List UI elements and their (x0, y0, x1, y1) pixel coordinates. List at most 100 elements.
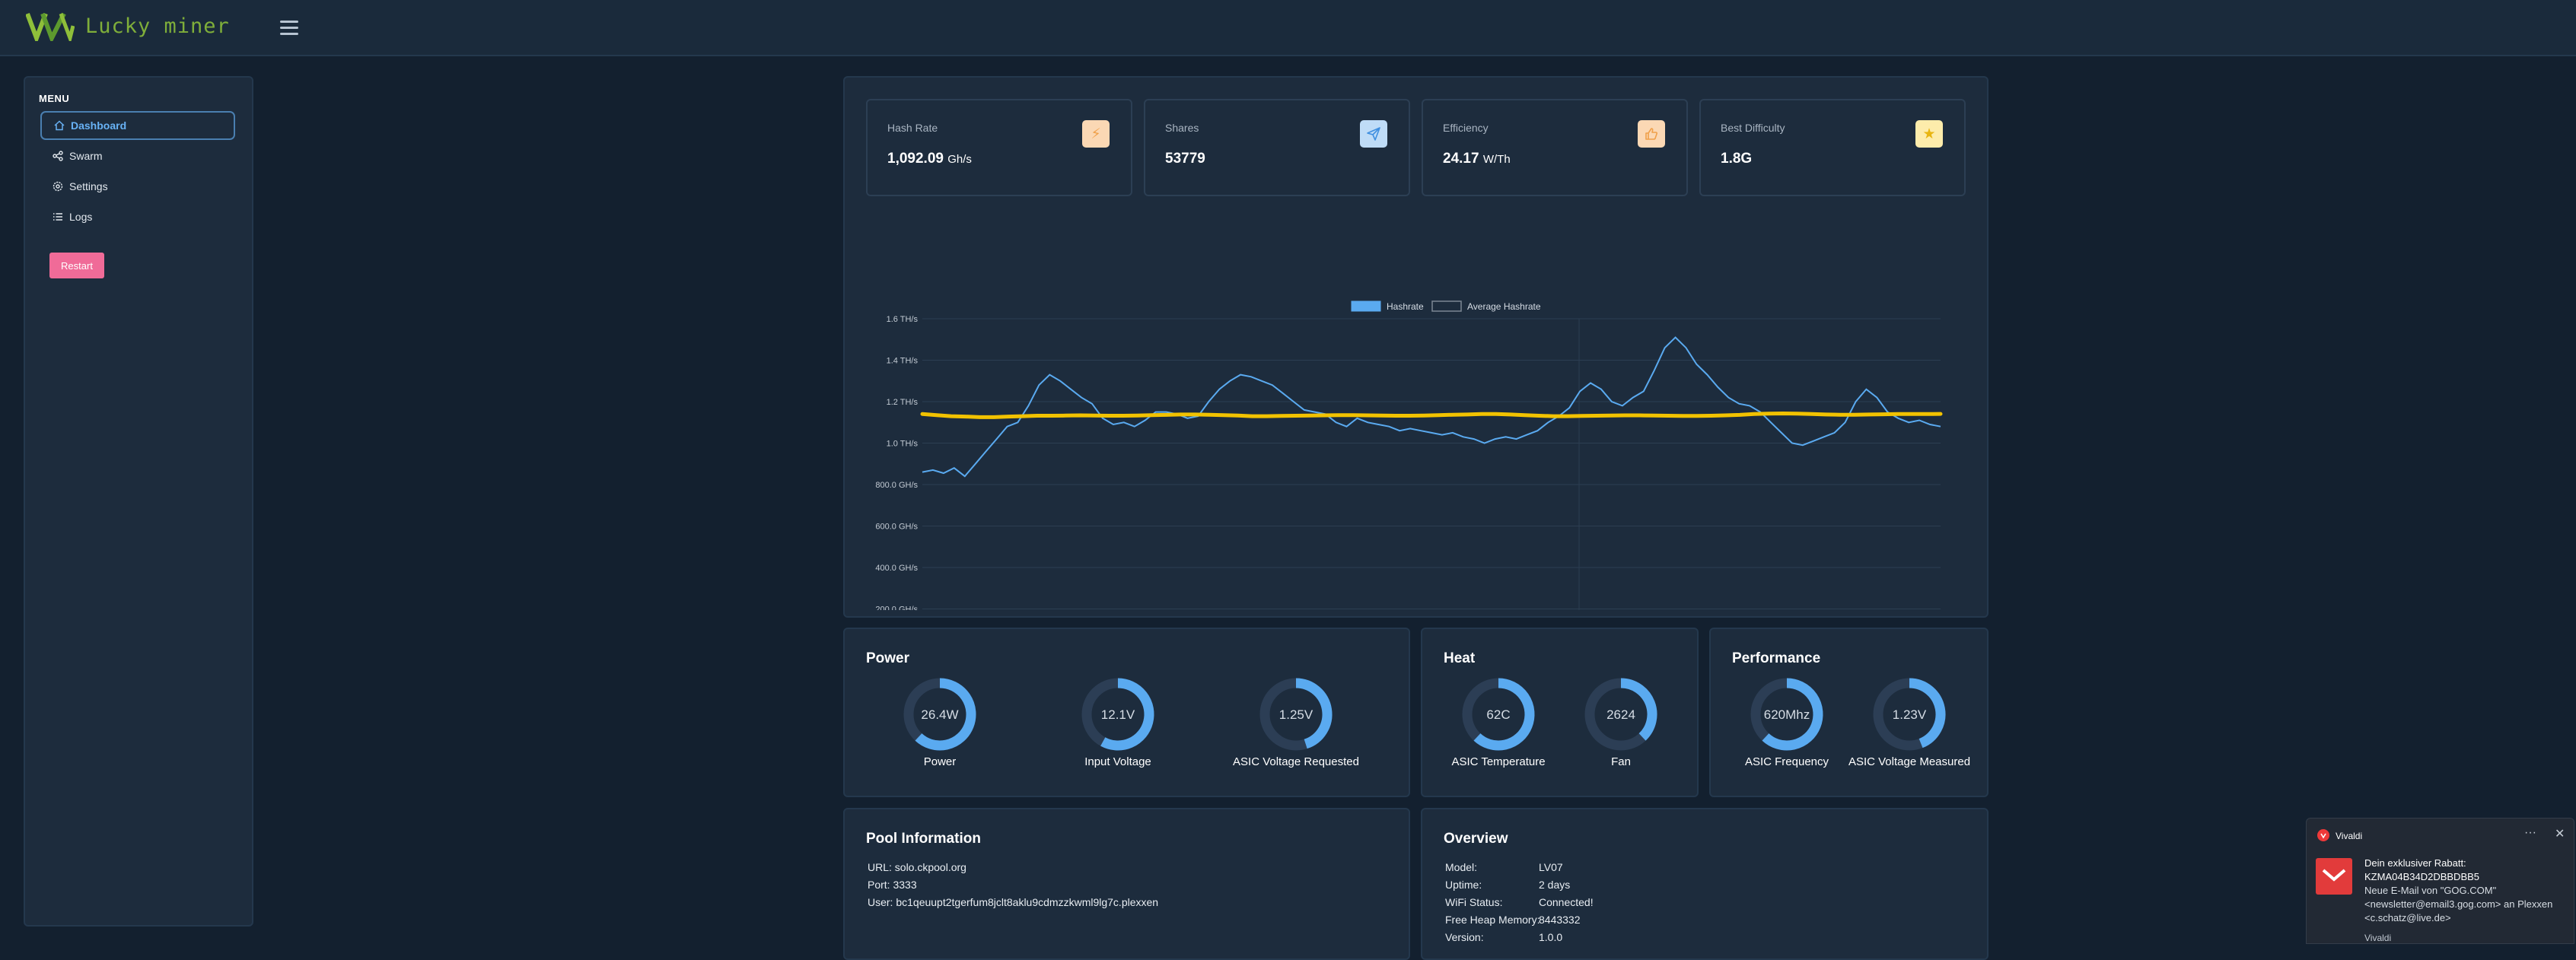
shares-value: 53779 (1165, 151, 1205, 167)
overview-key-version: Version: (1445, 931, 1484, 943)
y-tick-label: 1.6 TH/s (887, 315, 919, 324)
close-icon[interactable]: ✕ (2555, 828, 2565, 841)
sidebar-item-logs[interactable]: Logs (40, 202, 235, 231)
asic-voltage-measured-gauge-label: ASIC Voltage Measured (1848, 755, 1971, 768)
sidebar-item-settings[interactable]: Settings (40, 172, 235, 201)
hash-rate-card: Hash Rate 1,092.09 Gh/s ⚡ (866, 99, 1132, 196)
asic-temperature-gauge-label: ASIC Temperature (1451, 755, 1546, 768)
heat-title: Heat (1444, 650, 1476, 666)
efficiency-label: Efficiency (1443, 122, 1489, 134)
share-icon (40, 151, 66, 161)
gauge-value: 26.4W (921, 707, 958, 722)
best-difficulty-value: 1.8G (1721, 151, 1753, 167)
series-line-hashrate (922, 336, 1941, 478)
sidebar-item-swarm[interactable]: Swarm (40, 141, 235, 170)
gauge-fill (1473, 678, 1535, 751)
power-gauge-label: Power (923, 755, 957, 768)
star-icon: ★ (1915, 120, 1943, 148)
menu-title: MENU (39, 93, 70, 104)
more-options-icon[interactable]: ··· (2524, 826, 2536, 839)
notification-app-name: Vivaldi (2336, 831, 2363, 841)
app-name: Lucky miner (85, 14, 230, 38)
sidebar-item-label: Swarm (69, 150, 103, 162)
home-icon (42, 120, 68, 131)
asic-voltage-requested-gauge-dial: 1.25V (1259, 678, 1333, 751)
pool-port: Port: 3333 (868, 879, 917, 891)
best-difficulty-card: Best Difficulty 1.8G ★ (1699, 99, 1966, 196)
gauge-value: 62C (1486, 707, 1510, 722)
gauge-value: 12.1V (1101, 707, 1135, 722)
legend-label-hashrate: Hashrate (1387, 301, 1424, 312)
overview-key-wifi: WiFi Status: (1445, 896, 1503, 908)
shares-label: Shares (1165, 122, 1199, 134)
asic-frequency-gauge-label: ASIC Frequency (1744, 755, 1829, 768)
asic-frequency-gauge: 620Mhz ASIC Frequency (1711, 676, 1863, 768)
list-icon (40, 211, 66, 222)
gauge-value: 1.23V (1893, 707, 1927, 722)
notification-body: Neue E-Mail von "GOG.COM" <newsletter@em… (2364, 885, 2553, 923)
asic-frequency-gauge-dial: 620Mhz (1750, 678, 1823, 751)
overview-title: Overview (1444, 831, 1508, 847)
legend-swatch-hashrate (1351, 300, 1381, 312)
notification-toast[interactable]: Vivaldi ··· ✕ Dein exklusiver Rabatt: KZ… (2306, 818, 2574, 944)
gauge-fill (915, 678, 976, 751)
fan-gauge: 2624 Fan (1545, 676, 1697, 768)
hashrate-chart: Hashrate Average Hashrate 1.6 TH/s 1.4 TH/s… (875, 300, 1943, 610)
asic-voltage-requested-gauge: 1.25V ASIC Voltage Requested (1220, 676, 1372, 768)
efficiency-value: 24.17 W/Th (1443, 151, 1511, 167)
menu-toggle-icon[interactable] (280, 21, 298, 35)
notification-title: Dein exklusiver Rabatt: KZMA04B34D2DBBDB… (2364, 857, 2480, 882)
overview-panel: Overview Model: LV07 Uptime: 2 days WiFi… (1421, 808, 1989, 960)
asic-voltage-measured-gauge-dial: 1.23V (1873, 678, 1946, 751)
gauge-value: 620Mhz (1764, 707, 1810, 722)
restart-button[interactable]: Restart (49, 253, 104, 278)
logo-icon (26, 12, 75, 41)
sidebar-item-label: Logs (69, 211, 93, 223)
series-line-average-hashrate (920, 411, 1943, 419)
gauge-fill (1295, 678, 1333, 749)
power-panel: Power 26.4W Power 12.1V Input Voltage 1.… (843, 628, 1410, 797)
gauge-value: 2624 (1606, 707, 1635, 722)
y-tick-label: 800.0 GH/s (875, 481, 918, 490)
overview-value-heap: 8443332 (1539, 914, 1581, 926)
overview-value-wifi: Connected! (1539, 896, 1594, 908)
overview-key-uptime: Uptime: (1445, 879, 1482, 891)
pool-url: URL: solo.ckpool.org (868, 861, 966, 873)
notification-source: Vivaldi (2364, 933, 2392, 943)
legend-swatch-average (1431, 300, 1462, 312)
pool-user: User: bc1qeuupt2tgerfum8jclt8aklu9cdmzzk… (868, 896, 1159, 908)
overview-key-model: Model: (1445, 861, 1478, 873)
sidebar-item-label: Dashboard (71, 119, 127, 132)
thumbs-up-icon (1638, 120, 1665, 148)
sidebar-item-dashboard[interactable]: Dashboard (40, 111, 235, 140)
bolt-icon: ⚡ (1082, 120, 1110, 148)
y-tick-label: 1.0 TH/s (887, 440, 919, 449)
gauge-fill (1620, 678, 1657, 741)
shares-card: Shares 53779 (1144, 99, 1410, 196)
mail-thumbnail-icon (2316, 858, 2352, 895)
fan-gauge-dial: 2624 (1584, 678, 1657, 751)
asic-temperature-gauge: 62C ASIC Temperature (1422, 676, 1575, 768)
best-difficulty-label: Best Difficulty (1721, 122, 1785, 134)
power-gauge-dial: 26.4W (903, 678, 976, 751)
asic-voltage-requested-gauge-label: ASIC Voltage Requested (1233, 755, 1359, 768)
sidebar-item-label: Settings (69, 180, 108, 192)
stats-panel: Hash Rate 1,092.09 Gh/s ⚡ Shares 53779 E… (843, 76, 1989, 618)
sidebar: MENU Dashboard Swarm Settings Logs Resta… (24, 76, 253, 927)
pool-information-panel: Pool Information URL: solo.ckpool.org Po… (843, 808, 1410, 960)
send-icon (1360, 120, 1387, 148)
asic-voltage-measured-gauge: 1.23V ASIC Voltage Measured (1833, 676, 1985, 768)
y-tick-label: 1.4 TH/s (887, 357, 919, 366)
app-logo[interactable]: Lucky miner (26, 11, 230, 41)
overview-value-uptime: 2 days (1539, 879, 1571, 891)
power-title: Power (866, 650, 910, 666)
input-voltage-gauge-dial: 12.1V (1081, 678, 1154, 751)
gauge-fill (1909, 678, 1946, 749)
gauge-fill (1762, 678, 1823, 751)
vivaldi-logo-icon (2317, 829, 2329, 841)
power-gauge: 26.4W Power (864, 676, 1016, 768)
hash-rate-value: 1,092.09 Gh/s (887, 151, 972, 167)
gauge-fill (1100, 678, 1154, 751)
hash-rate-label: Hash Rate (887, 122, 938, 134)
asic-temperature-gauge-dial: 62C (1462, 678, 1535, 751)
